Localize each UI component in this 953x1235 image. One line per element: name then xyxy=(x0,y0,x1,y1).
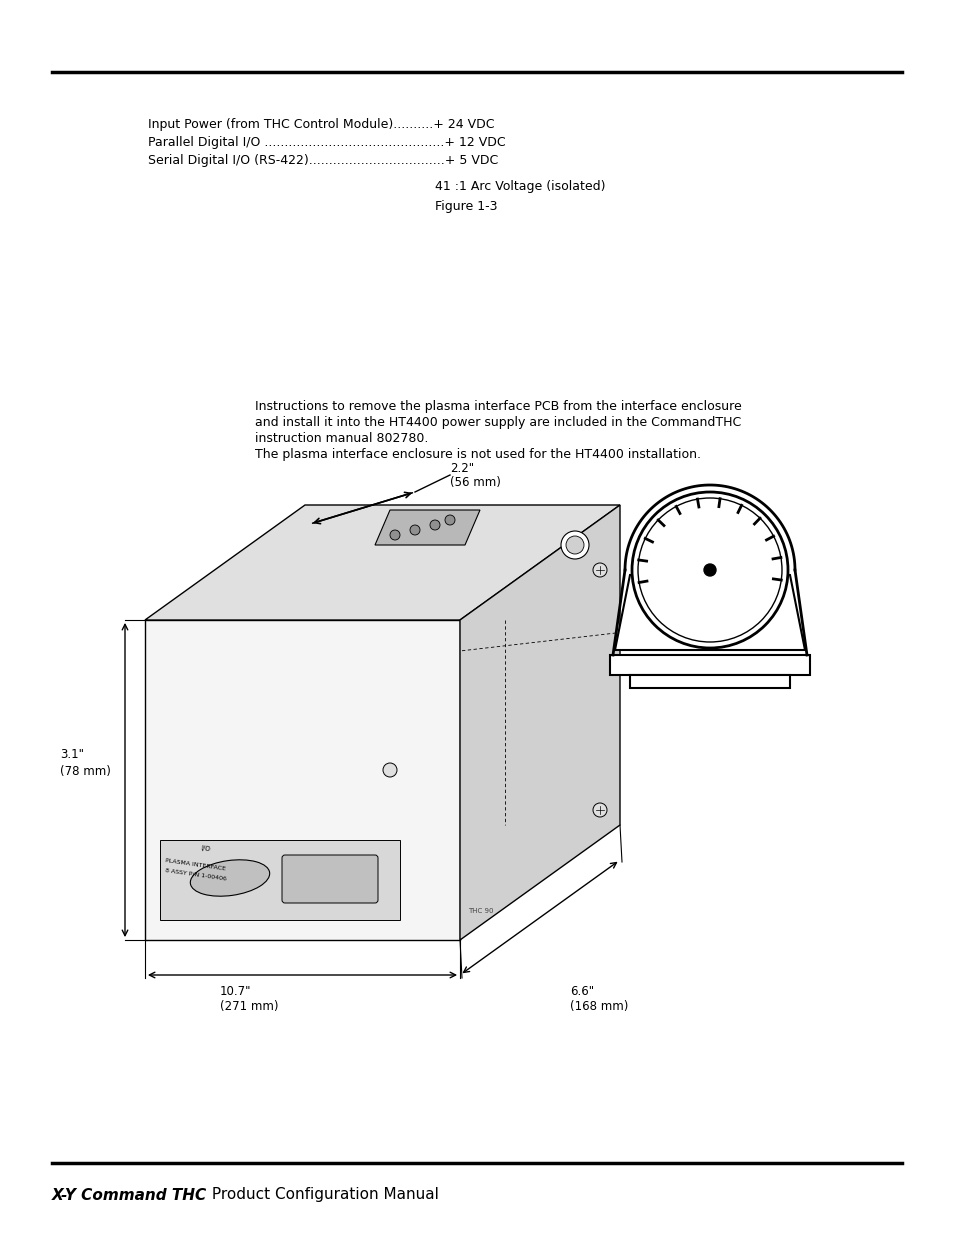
Text: Parallel Digital I/O .............................................+ 12 VDC: Parallel Digital I/O ...................… xyxy=(148,136,505,149)
Text: 41 :1 Arc Voltage (isolated): 41 :1 Arc Voltage (isolated) xyxy=(435,180,605,193)
Polygon shape xyxy=(459,505,619,940)
Polygon shape xyxy=(145,620,459,940)
Ellipse shape xyxy=(190,860,270,897)
Text: and install it into the HT4400 power supply are included in the CommandTHC: and install it into the HT4400 power sup… xyxy=(254,416,740,429)
Circle shape xyxy=(410,525,419,535)
Text: THC 90: THC 90 xyxy=(468,908,493,914)
Circle shape xyxy=(390,530,399,540)
Text: 4.6 lb: 4.6 lb xyxy=(691,600,728,613)
Text: X-Y Command THC: X-Y Command THC xyxy=(52,1188,207,1203)
Circle shape xyxy=(382,763,396,777)
Circle shape xyxy=(430,520,439,530)
Polygon shape xyxy=(629,676,789,688)
Text: 8 ASSY P/N 1-00406: 8 ASSY P/N 1-00406 xyxy=(165,868,227,882)
Text: (78 mm): (78 mm) xyxy=(60,766,111,778)
Text: The plasma interface enclosure is not used for the HT4400 installation.: The plasma interface enclosure is not us… xyxy=(254,448,700,461)
Circle shape xyxy=(638,498,781,642)
Circle shape xyxy=(631,492,787,648)
Text: Input Power (from THC Control Module)..........+ 24 VDC: Input Power (from THC Control Module)...… xyxy=(148,119,494,131)
Polygon shape xyxy=(160,840,399,920)
Circle shape xyxy=(444,515,455,525)
Polygon shape xyxy=(145,505,619,620)
Text: PLASMA INTERFACE: PLASMA INTERFACE xyxy=(165,858,226,872)
Circle shape xyxy=(565,536,583,555)
Text: (2 kg): (2 kg) xyxy=(690,615,729,629)
Polygon shape xyxy=(375,510,479,545)
Text: Product Configuration Manual: Product Configuration Manual xyxy=(207,1188,438,1203)
Text: instruction manual 802780.: instruction manual 802780. xyxy=(254,432,428,445)
Circle shape xyxy=(703,564,716,576)
FancyBboxPatch shape xyxy=(282,855,377,903)
Text: (56 mm): (56 mm) xyxy=(450,475,500,489)
Text: (168 mm): (168 mm) xyxy=(569,1000,628,1013)
Text: 6.6": 6.6" xyxy=(569,986,594,998)
Text: 3.1": 3.1" xyxy=(60,748,84,762)
Circle shape xyxy=(593,803,606,818)
Circle shape xyxy=(560,531,588,559)
Text: 2.2": 2.2" xyxy=(450,462,474,475)
Text: (271 mm): (271 mm) xyxy=(220,1000,278,1013)
Text: Instructions to remove the plasma interface PCB from the interface enclosure: Instructions to remove the plasma interf… xyxy=(254,400,741,412)
Text: Figure 1-3: Figure 1-3 xyxy=(435,200,497,212)
Text: Serial Digital I/O (RS-422)..................................+ 5 VDC: Serial Digital I/O (RS-422).............… xyxy=(148,154,497,167)
Text: I/O: I/O xyxy=(200,845,211,852)
Circle shape xyxy=(593,563,606,577)
Polygon shape xyxy=(609,655,809,676)
Text: 10.7": 10.7" xyxy=(220,986,252,998)
Polygon shape xyxy=(615,576,804,650)
